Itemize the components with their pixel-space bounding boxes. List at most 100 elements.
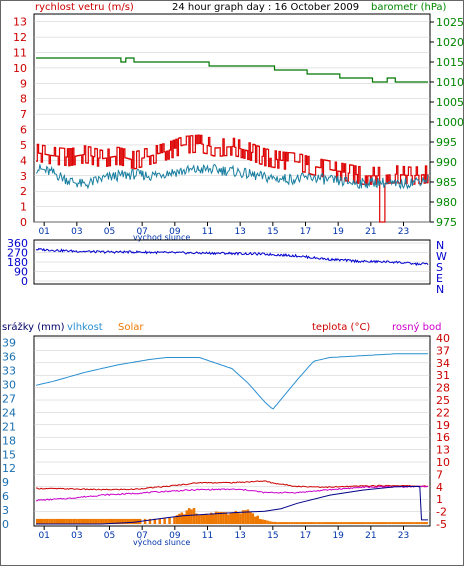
pressure-tick-label: 995 <box>436 136 457 149</box>
solar-bar <box>83 519 86 524</box>
solar-bar <box>382 522 385 524</box>
direction-tick-label: 360 <box>7 237 28 250</box>
solar-bar <box>127 519 130 524</box>
solar-bar <box>418 522 421 524</box>
solar-bar <box>70 519 73 524</box>
solar-bar <box>340 522 343 524</box>
wind-speed-tick-label: 1 <box>20 201 27 214</box>
solar-bar <box>80 519 83 524</box>
solar-bar <box>97 519 100 524</box>
solar-bar <box>266 521 269 524</box>
solar-bar <box>284 522 287 524</box>
solar-bar <box>367 522 370 524</box>
sunrise-label-2: východ slunce <box>133 538 190 547</box>
temperature-tick-label: 31 <box>436 369 450 382</box>
hour-tick-label: 15 <box>267 531 278 541</box>
hour-tick-label: 19 <box>332 227 344 237</box>
solar-bar <box>391 522 394 524</box>
solar-bar <box>355 522 358 524</box>
solar-bar <box>342 522 345 524</box>
solar-bar <box>178 514 181 524</box>
solar-bar <box>65 519 68 524</box>
rain-axis-label: srážky (mm) <box>2 321 65 333</box>
hour-tick-label: 21 <box>365 531 376 541</box>
solar-bar <box>159 519 162 524</box>
solar-bar <box>181 513 184 525</box>
temperature-tick-label: 13 <box>436 444 450 457</box>
hour-tick-label: 11 <box>202 531 213 541</box>
wind-speed-tick-label: 6 <box>20 124 27 137</box>
solar-bar <box>374 522 377 524</box>
solar-bar <box>259 519 262 524</box>
solar-bar <box>399 522 402 524</box>
solar-bar <box>100 519 103 524</box>
pressure-tick-label: 1005 <box>436 96 464 109</box>
wind-speed-tick-label: 11 <box>13 47 27 60</box>
solar-bar <box>163 519 166 525</box>
temperature-tick-label: 19 <box>436 419 450 432</box>
hour-tick-label: 21 <box>365 227 376 237</box>
solar-bar <box>249 512 252 524</box>
solar-bar <box>298 522 301 524</box>
pressure-tick-label: 1000 <box>436 116 464 129</box>
solar-bar <box>173 517 176 524</box>
wind-speed-axis-label: rychlost vetru (m/s) <box>35 2 134 13</box>
solar-bar <box>225 512 228 524</box>
solar-bar <box>301 522 304 524</box>
solar-bar <box>95 519 98 524</box>
solar-bar <box>337 522 340 524</box>
temperature-tick-label: 22 <box>436 406 450 419</box>
dew-point-axis-label: rosný bod <box>392 321 441 333</box>
solar-bar <box>288 522 291 524</box>
humidity-axis-label: vlhkost <box>67 322 103 333</box>
solar-bar <box>293 522 296 524</box>
pressure-tick-label: 1010 <box>436 76 464 89</box>
solar-bar <box>68 519 71 524</box>
solar-bar <box>51 519 54 524</box>
wind-speed-tick-label: 10 <box>13 62 27 75</box>
wind-speed-tick-label: 8 <box>20 93 27 106</box>
solar-bar <box>203 515 206 525</box>
solar-bar <box>85 519 88 524</box>
solar-bar <box>350 522 353 524</box>
temperature-tick-label: 10 <box>436 456 450 469</box>
solar-bar <box>279 522 282 524</box>
hour-tick-label: 01 <box>38 531 49 541</box>
solar-bar <box>61 519 64 524</box>
hour-tick-label: 03 <box>71 531 82 541</box>
solar-bar <box>394 522 397 524</box>
solar-bar <box>404 522 407 524</box>
hour-tick-label: 13 <box>234 531 245 541</box>
solar-bar <box>200 514 203 524</box>
wind-speed-tick-label: 2 <box>20 185 27 198</box>
wind-speed-tick-label: 4 <box>20 154 27 167</box>
solar-bar <box>134 519 137 524</box>
solar-bar <box>384 522 387 524</box>
temperature-tick-label: 40 <box>436 332 450 345</box>
temperature-axis-label: teplota (°C) <box>312 322 370 333</box>
solar-bar <box>323 522 326 524</box>
wind-speed-tick-label: 13 <box>13 16 27 29</box>
solar-bar <box>39 519 42 524</box>
hour-tick-label: 05 <box>104 227 115 237</box>
solar-bar <box>396 522 399 524</box>
hour-tick-label: 03 <box>71 227 82 237</box>
solar-bar <box>239 513 242 524</box>
temperature-tick-label: 4 <box>436 481 443 494</box>
solar-bar <box>303 522 306 524</box>
solar-bar <box>357 522 360 524</box>
wind-speed-tick-label: 0 <box>20 216 27 229</box>
solar-bar <box>144 519 147 524</box>
solar-bar <box>347 522 350 524</box>
solar-bar <box>205 514 208 524</box>
temperature-tick-label: 37 <box>436 344 450 357</box>
solar-bar <box>328 522 331 524</box>
solar-bar <box>186 510 189 524</box>
solar-bar <box>416 522 419 524</box>
solar-bar <box>345 522 348 524</box>
solar-bar <box>325 522 328 524</box>
sunrise-label-1: východ slunce <box>133 233 190 242</box>
solar-bar <box>222 512 225 524</box>
solar-bar <box>413 522 416 524</box>
